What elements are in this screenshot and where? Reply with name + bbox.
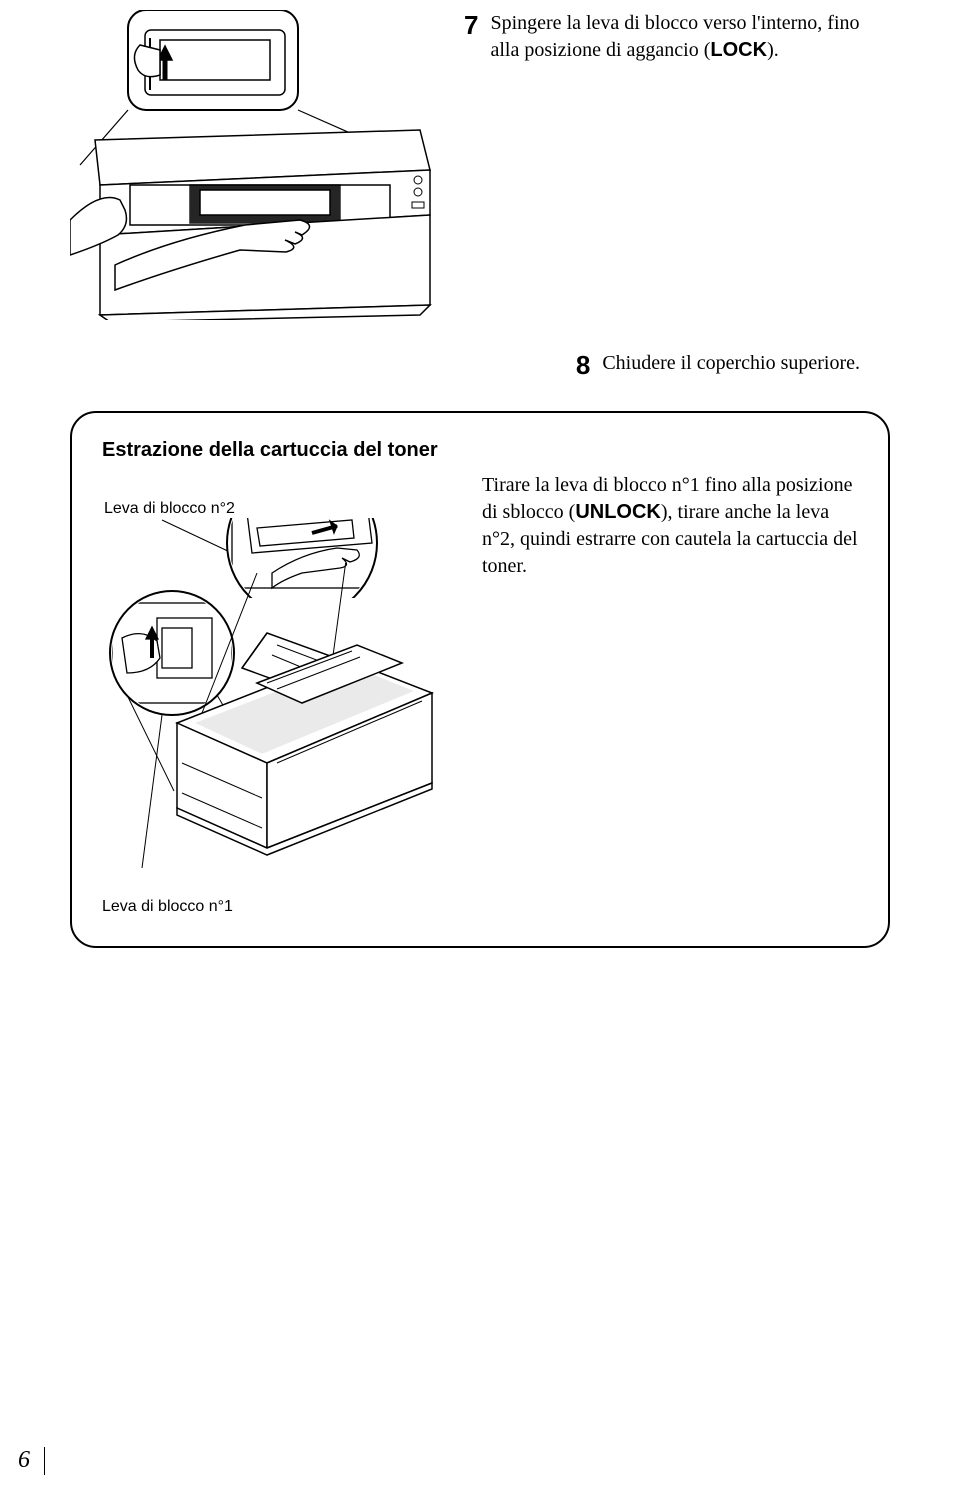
step-7-illustration: [70, 10, 440, 320]
step-7-text-after: ).: [767, 39, 779, 61]
page-number: 6: [18, 1447, 45, 1475]
label-leva2: Leva di blocco n°2: [104, 500, 462, 518]
box-heading: Estrazione della cartuccia del toner: [102, 439, 858, 462]
page-number-value: 6: [18, 1447, 30, 1473]
page-number-divider: [44, 1447, 45, 1475]
step-7-body: Spingere la leva di blocco verso l'inter…: [490, 10, 890, 64]
step-8-body: Chiudere il coperchio superiore.: [602, 350, 860, 377]
label-leva1: Leva di blocco n°1: [102, 898, 462, 916]
manual-page: 7 Spingere la leva di blocco verso l'int…: [0, 0, 960, 1507]
main-printer-illustration: [102, 563, 462, 883]
toner-extraction-box: Estrazione della cartuccia del toner Lev…: [70, 411, 890, 948]
step-8-row: 8 Chiudere il coperchio superiore.: [70, 350, 890, 381]
box-illustration-column: Leva di blocco n°2: [102, 472, 462, 916]
step-7-row: 7 Spingere la leva di blocco verso l'int…: [70, 0, 890, 320]
step-7-text-before: Spingere la leva di blocco verso l'inter…: [490, 12, 859, 61]
box-text: Tirare la leva di blocco n°1 fino alla p…: [482, 472, 858, 580]
step-8-number: 8: [576, 350, 590, 381]
step-7-bold: LOCK: [710, 39, 767, 61]
box-content: Leva di blocco n°2: [102, 472, 858, 916]
step-7-number: 7: [464, 10, 478, 41]
step-7-text-block: 7 Spingere la leva di blocco verso l'int…: [464, 10, 890, 64]
step-8-text-block: 8 Chiudere il coperchio superiore.: [576, 350, 860, 381]
box-text-bold: UNLOCK: [575, 501, 661, 523]
